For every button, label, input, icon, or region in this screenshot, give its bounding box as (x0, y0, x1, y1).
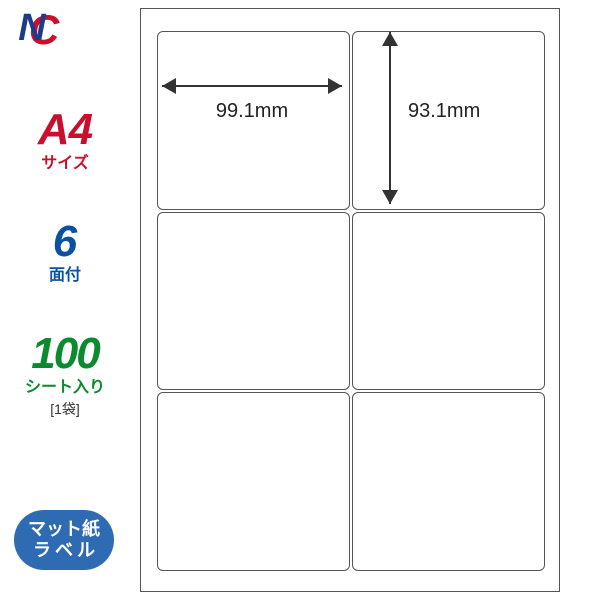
label-sheet-diagram (140, 8, 560, 592)
label-cell (352, 212, 545, 391)
height-dimension-arrow (382, 32, 398, 204)
arrowhead-right-icon (328, 78, 342, 94)
dim-line (389, 32, 391, 204)
spec-sheets: 100 シート入り [1袋] (10, 332, 120, 416)
badge-line2: ラベル (29, 540, 99, 561)
brand-logo: C N (8, 8, 68, 56)
spec-sheets-value: 100 (10, 332, 120, 376)
spec-sheets-label: シート入り (10, 380, 120, 396)
product-spec-card: C N A4 サイズ 6 面付 100 シート入り [1袋] マット紙 ラベル (0, 0, 600, 600)
arrowhead-up-icon (382, 32, 398, 46)
spec-size-label: サイズ (10, 156, 120, 172)
svg-text:N: N (18, 8, 47, 49)
label-cell (352, 392, 545, 571)
spec-sheets-bag: [1袋] (10, 402, 120, 416)
spec-faces-value: 6 (10, 220, 120, 264)
arrowhead-left-icon (162, 78, 176, 94)
badge-line1: マット紙 (28, 519, 100, 540)
width-dimension-label: 99.1mm (160, 100, 344, 123)
width-dimension-arrow (162, 78, 342, 94)
spec-faces-label: 面付 (10, 268, 120, 284)
height-dimension-label: 93.1mm (408, 100, 528, 123)
label-cell (157, 392, 350, 571)
spec-size: A4 サイズ (10, 108, 120, 172)
paper-type-badge: マット紙 ラベル (14, 510, 114, 570)
spec-size-value: A4 (10, 108, 120, 152)
spec-faces: 6 面付 (10, 220, 120, 284)
arrowhead-down-icon (382, 190, 398, 204)
label-cell (157, 212, 350, 391)
dim-line (162, 85, 342, 87)
